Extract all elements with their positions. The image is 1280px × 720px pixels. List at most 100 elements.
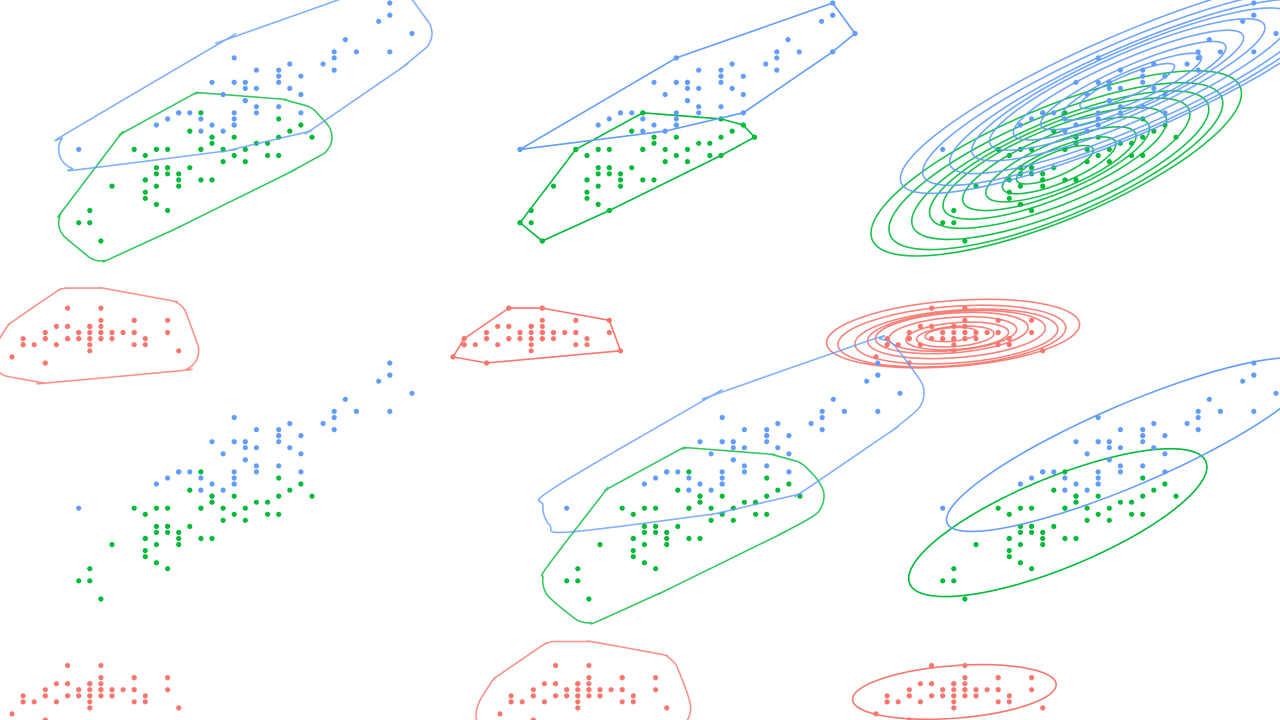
versicolor-point — [618, 171, 623, 176]
virginica-point — [674, 122, 679, 127]
virginica-point — [1251, 0, 1256, 5]
virginica-point — [640, 129, 645, 134]
virginica-point — [1207, 397, 1212, 402]
versicolor-point — [596, 184, 601, 189]
virginica-point — [232, 415, 237, 420]
versicolor-point — [187, 165, 192, 170]
versicolor-point — [1140, 135, 1145, 140]
versicolor-point — [686, 536, 691, 541]
versicolor-point — [209, 177, 214, 182]
setosa-point — [76, 693, 81, 698]
versicolor-point — [1107, 506, 1112, 511]
virginica-point — [276, 104, 281, 109]
virginica-point — [1096, 481, 1101, 486]
setosa-point — [495, 342, 500, 347]
versicolor-point — [1151, 488, 1156, 493]
virginica-point — [254, 86, 259, 91]
versicolor-point — [642, 506, 647, 511]
versicolor-point — [1140, 512, 1145, 517]
virginica-point — [209, 481, 214, 486]
versicolor-point — [764, 512, 769, 517]
setosa-point — [962, 318, 967, 323]
setosa-point — [65, 663, 70, 668]
setosa-point — [462, 342, 467, 347]
versicolor-point — [232, 153, 237, 158]
versicolor-point — [265, 512, 270, 517]
setosa-point — [586, 693, 591, 698]
virginica-point — [674, 116, 679, 121]
virginica-point — [243, 445, 248, 450]
setosa-point — [918, 681, 923, 686]
versicolor-point — [1029, 566, 1034, 571]
virginica-point — [232, 481, 237, 486]
setosa-point — [618, 348, 623, 353]
versicolor-point — [143, 548, 148, 553]
virginica-point — [321, 421, 326, 426]
versicolor-point — [198, 177, 203, 182]
virginica-point — [209, 439, 214, 444]
versicolor-point — [540, 238, 545, 243]
virginica-point — [1140, 74, 1145, 79]
versicolor-point — [76, 578, 81, 583]
virginica-point — [1162, 451, 1167, 456]
setosa-point — [87, 705, 92, 710]
versicolor-point — [243, 159, 248, 164]
versicolor-point — [154, 202, 159, 207]
setosa-point — [584, 336, 589, 341]
versicolor-point — [686, 469, 691, 474]
virginica-point — [1118, 469, 1123, 474]
versicolor-point — [631, 512, 636, 517]
setosa-point — [497, 711, 502, 716]
setosa-point — [132, 330, 137, 335]
versicolor-point — [951, 566, 956, 571]
virginica-point — [731, 439, 736, 444]
versicolor-point — [697, 536, 702, 541]
setosa-point — [1007, 336, 1012, 341]
virginica-point — [387, 49, 392, 54]
versicolor-point — [176, 536, 181, 541]
versicolor-point — [642, 530, 647, 535]
virginica-point — [730, 86, 735, 91]
setosa-point — [575, 693, 580, 698]
virginica-point — [1240, 19, 1245, 24]
setosa-point — [109, 336, 114, 341]
virginica-point — [1185, 61, 1190, 66]
virginica-point — [596, 122, 601, 127]
virginica-point — [742, 445, 747, 450]
versicolor-point — [165, 147, 170, 152]
virginica-point — [376, 19, 381, 24]
versicolor-point — [951, 578, 956, 583]
setosa-point — [87, 681, 92, 686]
setosa-point — [531, 687, 536, 692]
virginica-point — [1096, 469, 1101, 474]
virginica-point — [1196, 49, 1201, 54]
virginica-point — [387, 360, 392, 365]
setosa-point — [98, 330, 103, 335]
panel-4-none — [9, 360, 414, 720]
versicolor-point — [154, 542, 159, 547]
versicolor-point — [517, 220, 522, 225]
virginica-point — [254, 427, 259, 432]
virginica-point — [875, 373, 880, 378]
setosa-point — [98, 336, 103, 341]
setosa-point — [973, 687, 978, 692]
versicolor-point — [663, 147, 668, 152]
virginica-point — [897, 391, 902, 396]
setosa-point — [43, 687, 48, 692]
versicolor-point — [276, 475, 281, 480]
setosa-point — [907, 687, 912, 692]
setosa-point — [76, 330, 81, 335]
versicolor-point — [198, 469, 203, 474]
virginica-point — [718, 74, 723, 79]
versicolor-point — [564, 578, 569, 583]
versicolor-point — [143, 512, 148, 517]
virginica-point — [1218, 49, 1223, 54]
virginica-point — [820, 427, 825, 432]
versicolor-point — [1029, 208, 1034, 213]
setosa-point — [929, 306, 934, 311]
versicolor-point — [143, 153, 148, 158]
versicolor-point — [198, 506, 203, 511]
virginica-point — [1051, 110, 1056, 115]
versicolor-point — [165, 165, 170, 170]
versicolor-point — [651, 135, 656, 140]
